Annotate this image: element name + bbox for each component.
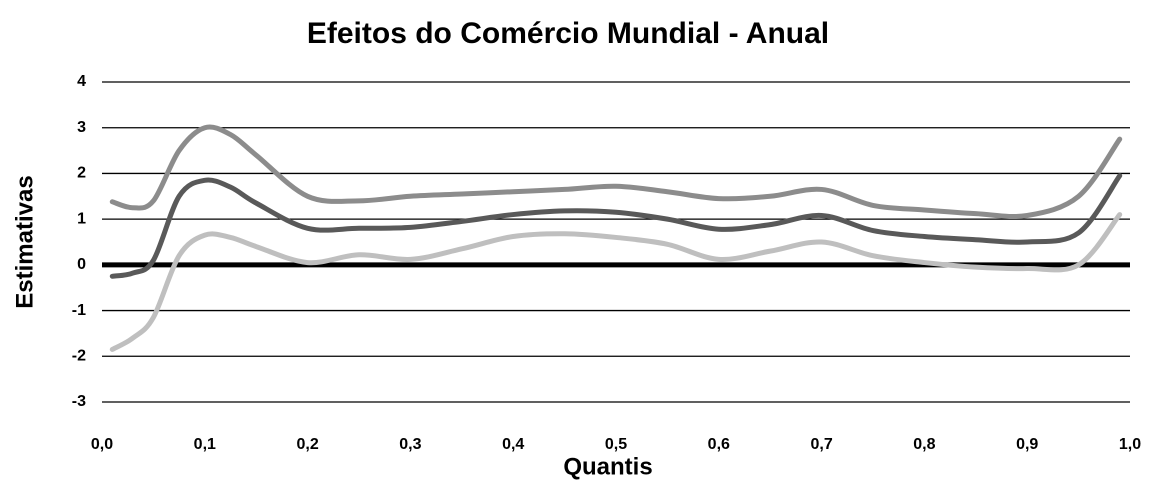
x-axis-title: Quantis [563,453,652,480]
y-tick-label: 0 [77,256,86,273]
y-tick-label: -1 [72,302,86,319]
series-line [109,212,1123,352]
y-tick-label: -2 [72,348,86,365]
x-tick-label: 0,5 [605,436,627,453]
y-axis-title: Estimativas [11,175,38,308]
y-tick-label: 4 [77,73,86,90]
x-tick-label: 0,6 [708,436,730,453]
y-tick-label: -3 [72,393,86,410]
x-tick-label: 0,7 [810,436,832,453]
x-tick-label: 0,4 [502,436,524,453]
x-tick-label: 0,3 [399,436,421,453]
x-tick-label: 0,9 [1016,436,1038,453]
series-line [109,124,1123,220]
x-tick-label: 0,0 [91,436,113,453]
x-tick-label: 1,0 [1119,436,1141,453]
x-tick-label: 0,2 [296,436,318,453]
y-tick-label: 1 [77,210,86,227]
x-tick-label: 0,8 [913,436,935,453]
chart-title: Efeitos do Comércio Mundial - Anual [307,17,829,50]
y-tick-label: 3 [77,119,86,136]
x-tick-label: 0,1 [194,436,216,453]
series-line [109,173,1123,279]
y-tick-label: 2 [77,165,86,182]
